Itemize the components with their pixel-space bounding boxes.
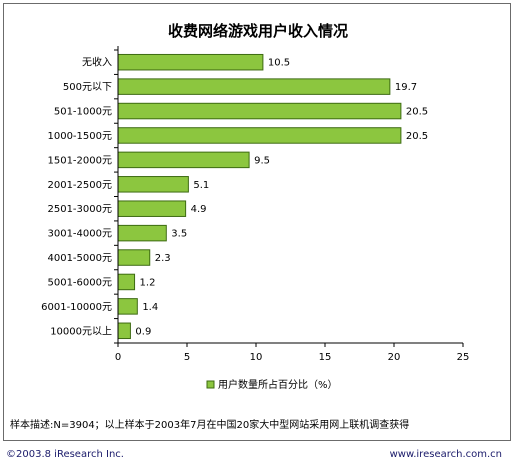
bar-0 — [117, 53, 264, 71]
x-tick-label-0: 0 — [115, 352, 121, 363]
value-label-5: 5.1 — [193, 180, 209, 191]
category-label-8: 4001-5000元 — [47, 253, 112, 264]
chart-frame — [3, 3, 511, 441]
category-label-7: 3001-4000元 — [47, 229, 112, 240]
bar-6 — [117, 200, 187, 217]
category-label-6: 2501-3000元 — [47, 204, 112, 215]
x-tick-label-1: 5 — [184, 352, 190, 363]
value-label-3: 20.5 — [406, 131, 428, 142]
category-label-9: 5001-6000元 — [47, 277, 112, 288]
value-label-9: 1.2 — [140, 277, 156, 288]
chart-title: 收费网络游戏用户收入情况 — [168, 22, 348, 40]
sample-note: 样本描述:N=3904；以上样本于2003年7月在中国20家大中型网站采用网上联… — [10, 420, 410, 431]
value-label-10: 1.4 — [142, 302, 158, 313]
value-label-2: 20.5 — [406, 107, 428, 118]
bar-10 — [117, 298, 138, 315]
bar-8 — [117, 249, 151, 266]
website-url: www.iresearch.com.cn — [389, 449, 502, 460]
x-tick-label-4: 20 — [388, 352, 401, 363]
value-label-0: 10.5 — [268, 58, 290, 69]
bar-1 — [117, 78, 391, 95]
category-label-4: 1501-2000元 — [47, 155, 112, 166]
value-label-8: 2.3 — [155, 253, 171, 264]
x-tick-label-5: 25 — [457, 352, 470, 363]
category-label-2: 501-1000元 — [54, 107, 112, 118]
bar-4 — [117, 151, 250, 169]
legend-label: 用户数量所占百分比（%） — [218, 378, 338, 391]
value-label-11: 0.9 — [135, 326, 151, 337]
value-label-4: 9.5 — [254, 155, 270, 166]
legend-swatch — [206, 380, 215, 389]
value-label-7: 3.5 — [171, 229, 187, 240]
bar-5 — [117, 176, 189, 193]
category-label-0: 无收入 — [82, 56, 112, 69]
copyright-text: ©2003.8 iResearch Inc. — [6, 449, 124, 460]
x-tick-label-2: 10 — [250, 352, 263, 363]
bar-7 — [117, 224, 167, 242]
bar-9 — [117, 273, 136, 291]
category-label-10: 6001-10000元 — [41, 302, 112, 313]
category-label-1: 500元以下 — [63, 82, 112, 93]
bar-3 — [117, 127, 402, 144]
value-label-1: 19.7 — [395, 82, 417, 93]
category-label-11: 10000元以上 — [50, 325, 112, 337]
bar-2 — [117, 102, 402, 120]
category-label-3: 1000-1500元 — [47, 131, 112, 142]
footer: ©2003.8 iResearch Inc. www.iresearch.com… — [0, 446, 516, 466]
category-label-5: 2001-2500元 — [47, 180, 112, 191]
bar-11 — [117, 322, 131, 340]
x-tick-label-3: 15 — [319, 352, 332, 363]
value-label-6: 4.9 — [191, 204, 207, 215]
